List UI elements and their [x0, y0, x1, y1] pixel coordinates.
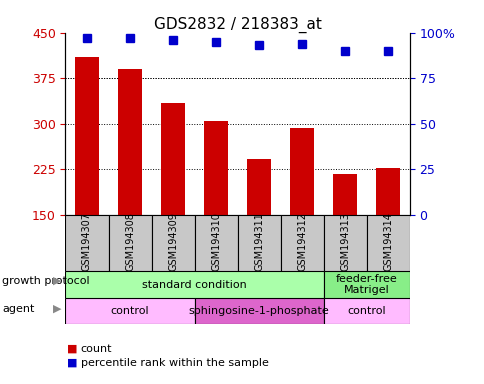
Bar [290, 128, 314, 215]
Text: agent: agent [2, 304, 35, 314]
Text: GSM194314: GSM194314 [382, 212, 393, 271]
Bar [323, 271, 409, 298]
Bar [75, 57, 99, 215]
Bar [194, 215, 237, 271]
Text: GSM194308: GSM194308 [125, 212, 135, 271]
Bar [376, 167, 399, 215]
Bar [366, 215, 409, 271]
Bar [65, 271, 323, 298]
Bar [65, 298, 194, 324]
Bar [204, 121, 227, 215]
Text: GSM194311: GSM194311 [254, 212, 264, 271]
Text: count: count [80, 344, 112, 354]
Bar [333, 174, 356, 215]
Text: GSM194307: GSM194307 [82, 212, 92, 271]
Text: standard condition: standard condition [142, 280, 246, 290]
Bar [194, 298, 323, 324]
Text: GSM194313: GSM194313 [340, 212, 349, 271]
Text: ▶: ▶ [53, 304, 61, 314]
Bar [118, 69, 142, 215]
Text: growth protocol: growth protocol [2, 276, 90, 286]
Bar [65, 215, 108, 271]
Text: ▶: ▶ [53, 276, 61, 286]
Text: control: control [110, 306, 149, 316]
Bar [323, 298, 409, 324]
Bar [161, 103, 184, 215]
Text: percentile rank within the sample: percentile rank within the sample [80, 358, 268, 368]
Bar [237, 215, 280, 271]
Text: ■: ■ [67, 344, 77, 354]
Text: GSM194312: GSM194312 [297, 212, 306, 271]
Text: GSM194309: GSM194309 [168, 212, 178, 271]
Bar [108, 215, 151, 271]
Title: GDS2832 / 218383_at: GDS2832 / 218383_at [153, 17, 321, 33]
Bar [151, 215, 194, 271]
Text: ■: ■ [67, 358, 77, 368]
Text: sphingosine-1-phosphate: sphingosine-1-phosphate [188, 306, 329, 316]
Bar [323, 215, 366, 271]
Bar [247, 159, 271, 215]
Text: GSM194310: GSM194310 [211, 212, 221, 271]
Text: feeder-free
Matrigel: feeder-free Matrigel [335, 274, 397, 295]
Bar [280, 215, 323, 271]
Text: control: control [347, 306, 385, 316]
